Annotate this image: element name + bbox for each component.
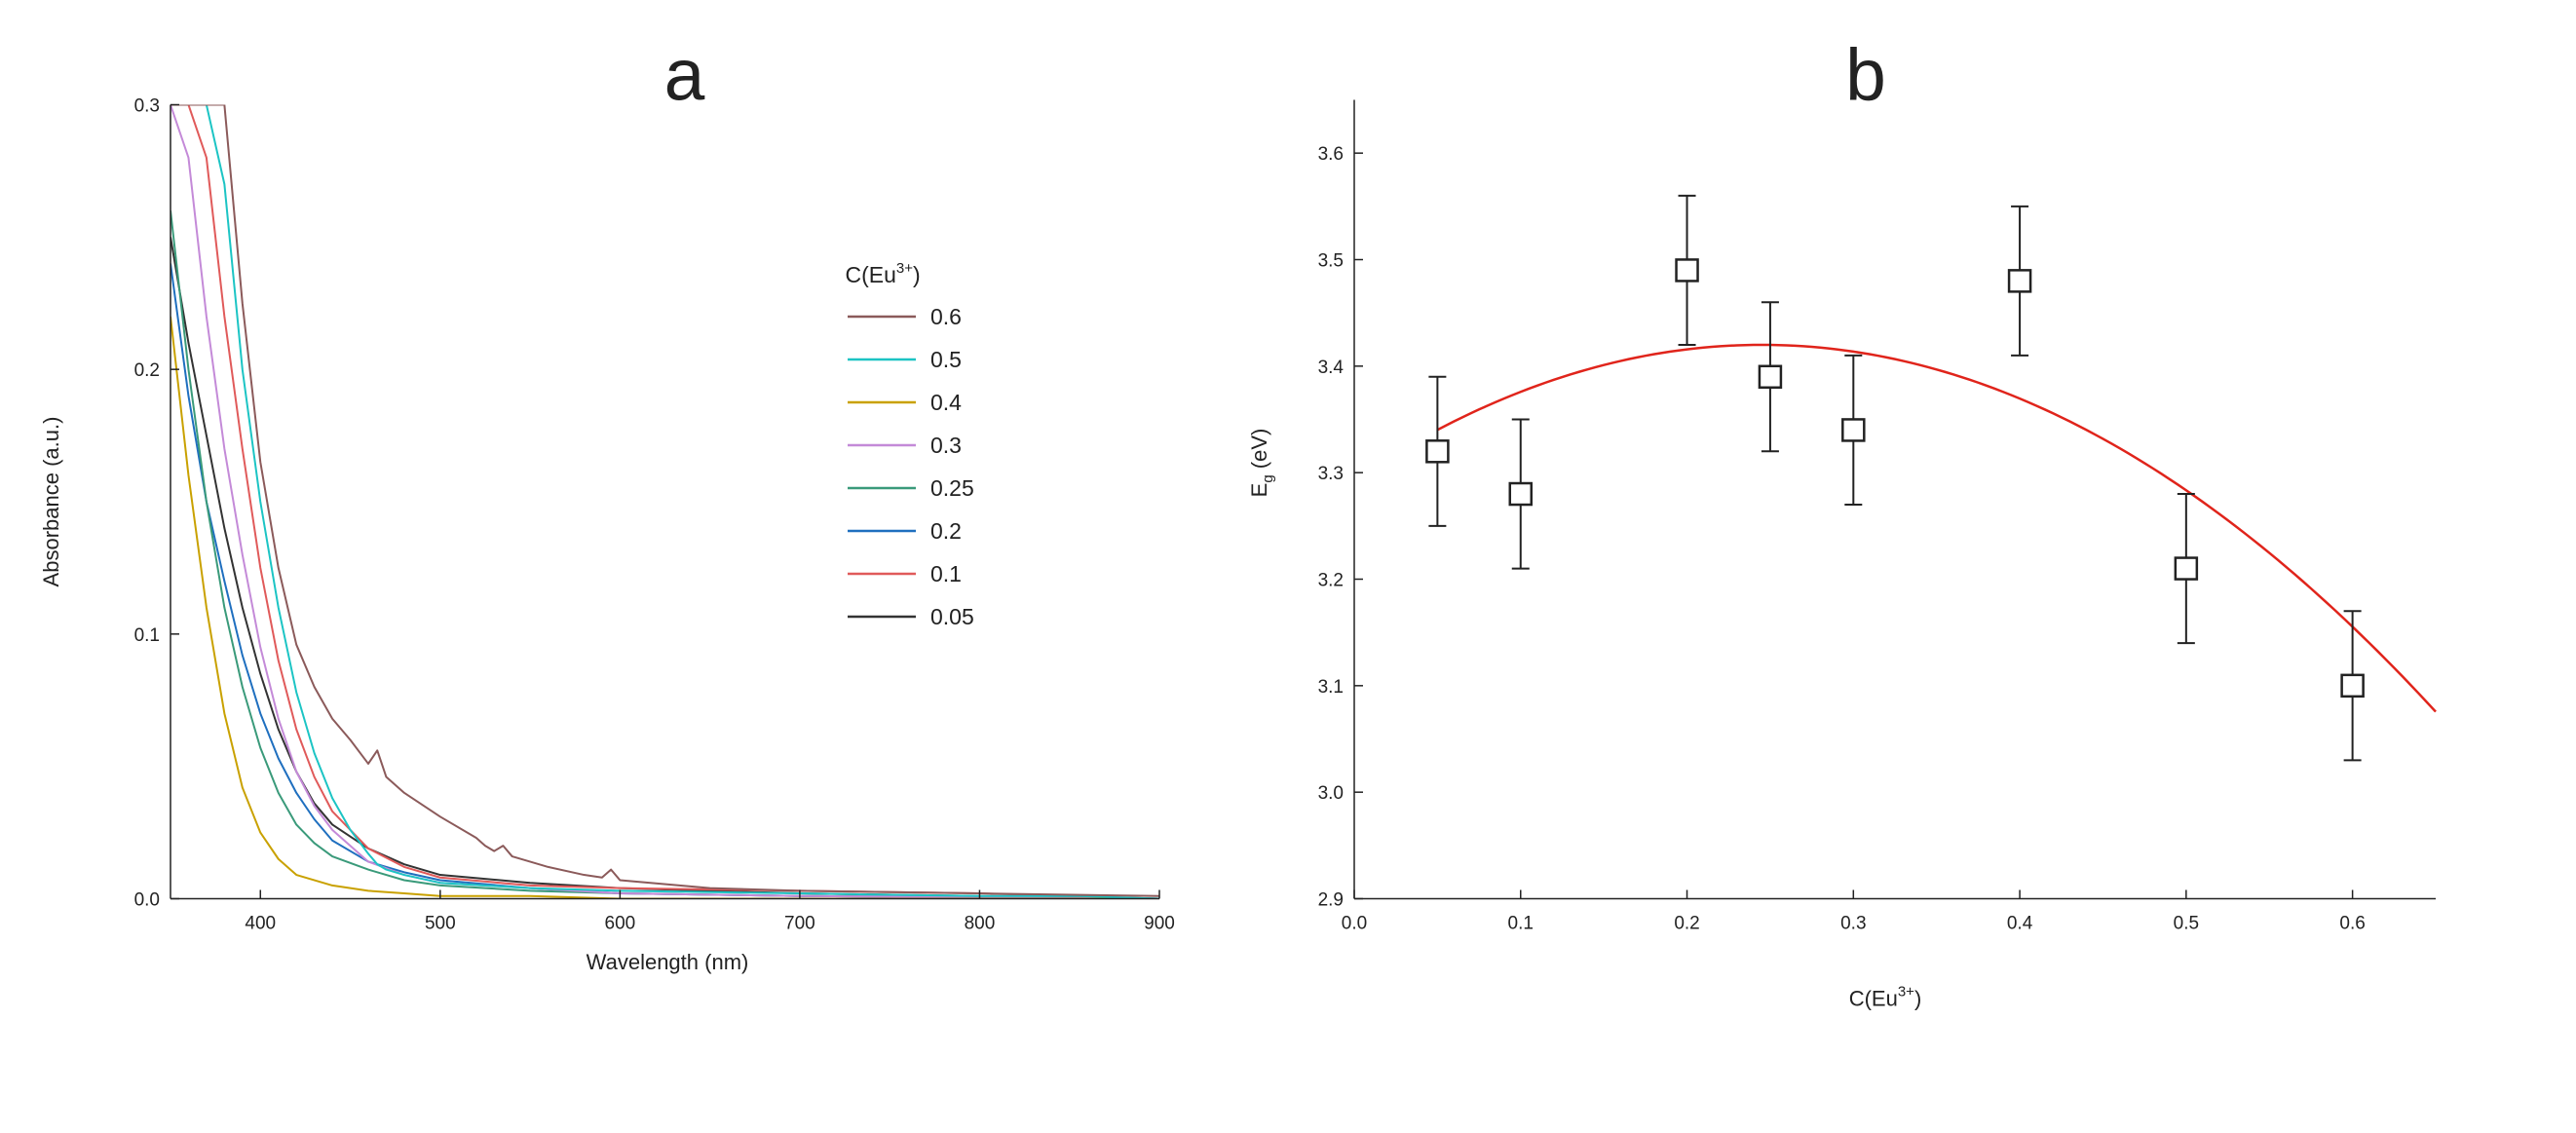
panel-b-x-tick-label: 0.4	[2007, 914, 2033, 934]
panel-b-plot-area	[1425, 194, 2437, 762]
panel-a-y-axis-title: Absorbance (a.u.)	[39, 417, 63, 587]
panel-a-y-ticks: 0.0 0.1 0.2 0.3	[134, 96, 179, 911]
data-point-0.4	[2007, 205, 2032, 357]
series-line-0.1	[170, 104, 1159, 899]
legend-label-0.05: 0.05	[930, 604, 974, 629]
data-point-0.6	[2340, 610, 2365, 762]
legend-label-0.6: 0.6	[930, 304, 962, 329]
panel-b-x-ticks: 0.0 0.1 0.2 0.3 0.4 0.5 0.6	[1342, 889, 2366, 934]
panel-b-y-axis-title: Eg (eV)	[1247, 429, 1276, 498]
panel-b-x-tick-label: 0.6	[2339, 914, 2365, 934]
data-marker	[1675, 258, 1699, 283]
series-line-0.5	[170, 104, 1159, 899]
data-marker	[2007, 269, 2032, 293]
panel-b-y-ticks: 2.9 3.0 3.1 3.2 3.3 3.4 3.5 3.6	[1318, 144, 1363, 911]
legend-label-0.1: 0.1	[930, 561, 962, 586]
panel-b-bandgap-chart: b 0.0 0.1 0.2 0.3 0.4 0.5 0.6 2.9 3.0 3.1 3.2 3.3 3…	[1247, 34, 2437, 1011]
panel-b-x-tick-label: 0.1	[1508, 914, 1534, 934]
panel-b-y-tick-label: 3.2	[1318, 571, 1344, 591]
panel-b-y-tick-label: 3.3	[1318, 464, 1344, 484]
data-marker	[1508, 481, 1534, 507]
panel-a-x-tick-label: 900	[1144, 914, 1175, 934]
panel-b-y-tick-label: 3.1	[1318, 677, 1344, 698]
data-marker	[2340, 673, 2365, 699]
series-line-0.4	[170, 316, 1159, 899]
panel-b-x-tick-label: 0.2	[1674, 914, 1699, 934]
panel-b-x-tick-label: 0.3	[1840, 914, 1866, 934]
panel-a-y-tick-label: 0.0	[134, 890, 160, 911]
panel-a-x-tick-label: 700	[784, 914, 815, 934]
legend-label-0.5: 0.5	[930, 347, 962, 372]
panel-b-y-tick-label: 3.4	[1318, 358, 1345, 378]
panel-a-x-tick-label: 500	[425, 914, 456, 934]
data-point-0.5	[2174, 493, 2199, 645]
data-marker	[1841, 418, 1866, 442]
panel-a-x-tick-label: 400	[245, 914, 276, 934]
legend-label-0.3: 0.3	[930, 433, 962, 458]
legend-title: C(Eu3+)	[846, 260, 921, 287]
panel-b-y-tick-label: 2.9	[1318, 890, 1344, 911]
panel-a-letter: a	[664, 34, 705, 116]
panel-a-legend: C(Eu3+) 0.6 0.5 0.4 0.3 0.25 0.2 0.1 0.05	[846, 260, 974, 629]
panel-a-y-tick-label: 0.2	[134, 360, 160, 381]
panel-a-y-tick-label: 0.3	[134, 96, 160, 117]
panel-a-x-tick-label: 600	[605, 914, 636, 934]
panel-a-x-axis-title: Wavelength (nm)	[587, 950, 749, 974]
data-marker	[1425, 439, 1450, 464]
data-point-0.05	[1425, 375, 1450, 527]
data-point-0.3	[1841, 354, 1866, 506]
data-point-0.2	[1675, 194, 1699, 346]
panel-b-x-tick-label: 0.0	[1342, 914, 1367, 934]
panel-a-x-ticks: 400 500 600 700 800 900	[245, 889, 1175, 934]
panel-b-y-tick-label: 3.0	[1318, 783, 1344, 804]
panel-b-x-tick-label: 0.5	[2174, 914, 2199, 934]
series-line-0.6	[170, 104, 1159, 897]
series-line-0.05	[170, 237, 1159, 899]
data-marker	[2174, 556, 2199, 581]
panel-a-y-tick-label: 0.1	[134, 625, 160, 646]
panel-a-absorbance-chart: a 400 500 600 700 800 900 0.0 0.1 0.2 0.3 Wavele…	[39, 34, 1175, 975]
fit-curve	[1436, 343, 2437, 713]
legend-label-0.2: 0.2	[930, 518, 962, 544]
series-line-0.25	[170, 210, 1159, 899]
panel-a-plot-area	[170, 104, 1159, 899]
panel-b-x-axis-title: C(Eu3+)	[1849, 984, 1922, 1011]
panel-b-y-tick-label: 3.5	[1318, 251, 1344, 272]
data-marker	[1758, 364, 1783, 390]
legend-label-0.25: 0.25	[930, 475, 974, 501]
data-point-0.25	[1758, 301, 1783, 453]
panel-a-x-tick-label: 800	[965, 914, 996, 934]
legend-label-0.4: 0.4	[930, 390, 962, 415]
data-point-0.1	[1508, 418, 1534, 570]
panel-b-letter: b	[1845, 34, 1886, 116]
panel-b-y-tick-label: 3.6	[1318, 144, 1344, 165]
